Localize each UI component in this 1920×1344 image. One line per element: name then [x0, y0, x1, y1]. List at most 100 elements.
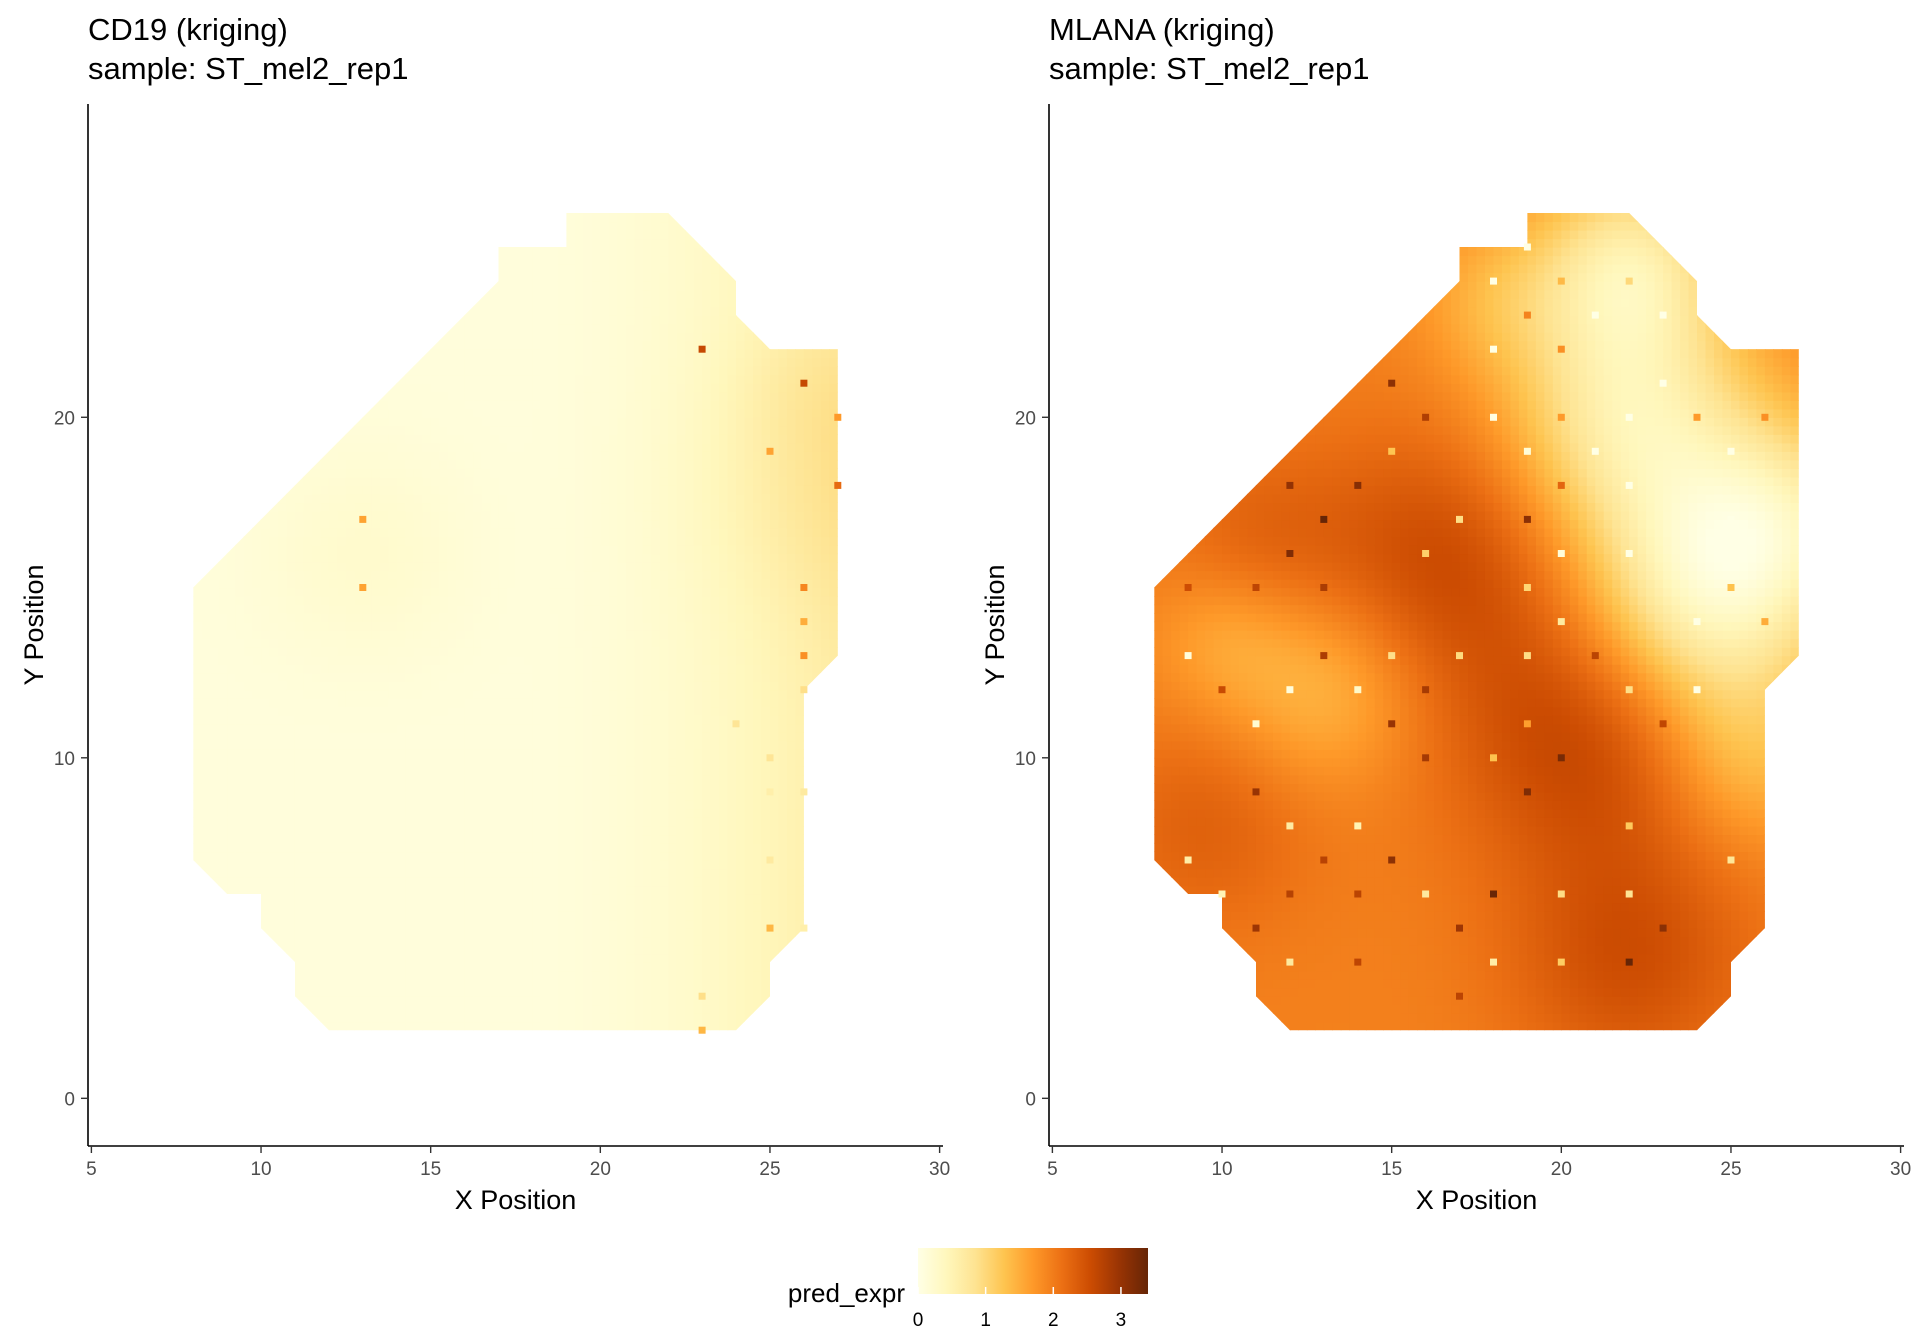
heatmap-cell: [337, 715, 347, 725]
heatmap-cell: [328, 391, 338, 401]
heatmap-cell: [523, 783, 534, 793]
heatmap-cell: [328, 213, 338, 223]
heatmap-cell: [617, 613, 627, 623]
heatmap-cell: [320, 476, 330, 486]
heatmap-cell: [320, 613, 330, 623]
heatmap-cell: [235, 1013, 245, 1023]
heatmap-cell: [583, 544, 593, 555]
heatmap-cell: [201, 698, 211, 708]
heatmap-cell: [515, 587, 525, 597]
heatmap-cell: [201, 757, 211, 767]
heatmap-cell: [439, 510, 449, 521]
heatmap-cell: [201, 885, 211, 895]
heatmap-cell: [617, 425, 627, 435]
heatmap-cell: [600, 681, 610, 691]
heatmap-cell: [388, 698, 398, 708]
heatmap-cell: [617, 1004, 627, 1014]
heatmap-cell: [447, 553, 457, 563]
heatmap-cell: [439, 570, 449, 580]
heatmap-cell: [430, 332, 440, 342]
heatmap-cell: [311, 400, 322, 410]
heatmap-cell: [320, 732, 330, 742]
heatmap-cell: [574, 774, 584, 784]
heatmap-cell: [498, 664, 508, 674]
heatmap-cell: [261, 630, 271, 640]
heatmap-cell: [396, 340, 406, 350]
heatmap-cell: [439, 706, 449, 716]
heatmap-cell: [396, 834, 406, 844]
heatmap-cell: [345, 749, 355, 759]
heatmap-cell: [473, 332, 483, 342]
heatmap-cell: [422, 970, 432, 980]
heatmap-cell: [515, 247, 525, 257]
heatmap-cell: [294, 425, 305, 435]
heatmap-cell: [481, 400, 491, 410]
heatmap-cell: [227, 213, 237, 223]
heatmap-cell: [600, 715, 610, 725]
heatmap-cell: [405, 689, 415, 699]
heatmap-cell: [549, 757, 559, 767]
heatmap-cell: [354, 579, 364, 589]
heatmap-cell: [244, 349, 254, 359]
heatmap-cell: [311, 442, 322, 452]
heatmap-cell: [498, 442, 508, 452]
heatmap-cell: [396, 221, 406, 231]
heatmap-cell: [473, 894, 483, 904]
heatmap-cell: [371, 1013, 381, 1023]
heatmap-cell: [566, 229, 576, 240]
heatmap-cell: [311, 902, 322, 912]
heatmap-cell: [311, 868, 322, 878]
heatmap-cell: [540, 715, 551, 725]
heatmap-cell: [252, 791, 262, 801]
heatmap-cell: [617, 493, 627, 504]
heatmap-cell: [566, 630, 576, 640]
heatmap-cell: [625, 298, 635, 308]
heatmap-cell: [396, 681, 406, 691]
heatmap-cell: [515, 264, 525, 274]
heatmap-cell: [481, 715, 491, 725]
heatmap-cell: [439, 749, 449, 759]
heatmap-cell: [422, 281, 432, 291]
heatmap-cell: [600, 425, 610, 435]
heatmap-cell: [210, 783, 220, 793]
heatmap-cell: [430, 842, 440, 853]
heatmap-cell: [201, 808, 211, 818]
heatmap-cell: [456, 579, 466, 589]
heatmap-cell: [278, 1013, 288, 1023]
heatmap-cell: [201, 281, 211, 291]
heatmap-cell: [523, 647, 534, 657]
heatmap-cell: [210, 306, 220, 316]
heatmap-cell: [413, 476, 423, 486]
heatmap-cell: [193, 817, 203, 827]
heatmap-cell: [490, 868, 500, 878]
heatmap-cell: [320, 902, 330, 912]
heatmap-cell: [600, 749, 610, 759]
heatmap-cell: [388, 451, 398, 461]
heatmap-cell: [473, 996, 483, 1006]
heatmap-cell: [244, 587, 254, 597]
heatmap-cell: [591, 800, 601, 810]
heatmap-cell: [540, 647, 551, 657]
heatmap-cell: [413, 630, 423, 640]
heatmap-cell: [337, 485, 347, 495]
heatmap-cell: [625, 221, 635, 231]
heatmap-cell: [566, 272, 576, 282]
heatmap-cell: [540, 247, 551, 257]
heatmap-cell: [303, 247, 313, 257]
heatmap-cell: [294, 859, 305, 870]
heatmap-cell: [371, 510, 381, 521]
heatmap-cell: [608, 281, 618, 291]
heatmap-cell: [481, 425, 491, 435]
heatmap-cell: [481, 647, 491, 657]
heatmap-cell: [261, 400, 271, 410]
heatmap-cell: [464, 459, 474, 469]
heatmap-cell: [210, 315, 220, 325]
heatmap-cell: [294, 715, 305, 725]
heatmap-cell: [447, 655, 457, 665]
heatmap-cell: [540, 919, 551, 929]
heatmap-cell: [328, 306, 338, 316]
heatmap-cell: [600, 919, 610, 929]
heatmap-cell: [311, 825, 322, 836]
heatmap-cell: [583, 519, 593, 529]
heatmap-cell: [413, 272, 423, 282]
